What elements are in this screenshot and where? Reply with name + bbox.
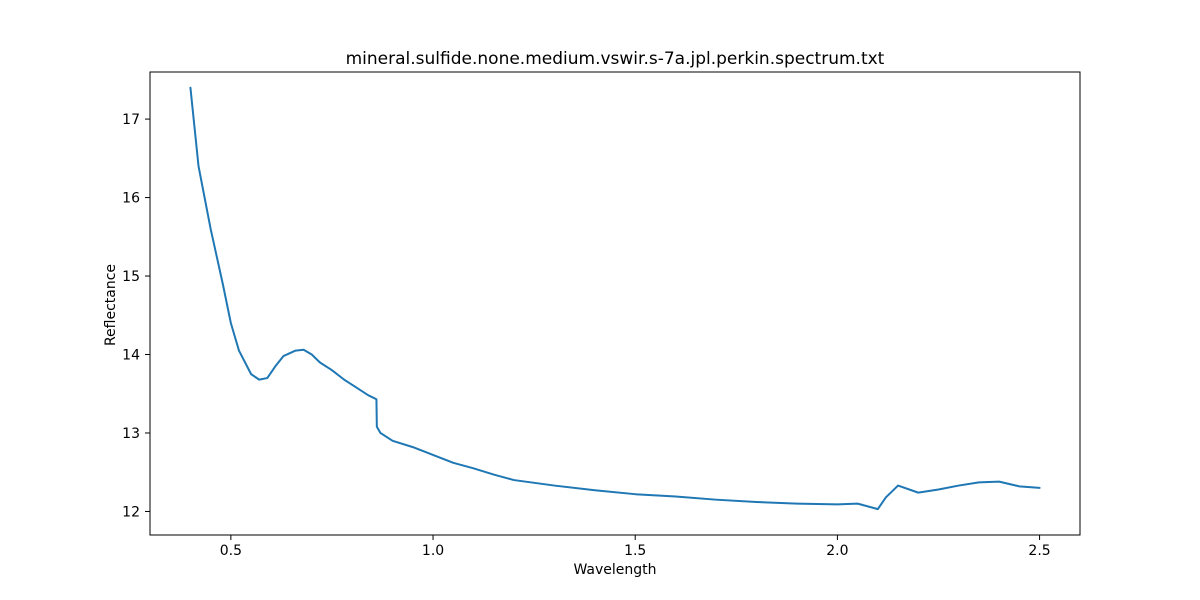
x-axis-label: Wavelength — [573, 562, 656, 578]
x-tick-label: 2.0 — [826, 543, 848, 559]
x-tick-label: 0.5 — [220, 543, 242, 559]
x-tick-label: 2.5 — [1028, 543, 1050, 559]
series-line-1 — [189, 86, 1041, 511]
y-tick-label: 16 — [122, 191, 140, 207]
y-axis-label: Reflectance — [103, 264, 119, 346]
y-tick-label: 15 — [122, 269, 140, 285]
chart-title: mineral.sulfide.none.medium.vswir.s-7a.j… — [346, 49, 885, 69]
axes-frame — [149, 71, 1081, 536]
plot-area: 0.5 1.0 1.5 2.0 2.5 12 13 14 15 16 17 — [122, 71, 1081, 559]
x-tick-label: 1.0 — [422, 543, 444, 559]
y-tick-label: 12 — [122, 504, 140, 520]
y-tick-label: 13 — [122, 426, 140, 442]
y-tick-label: 17 — [122, 112, 140, 128]
y-tick-label: 14 — [122, 348, 140, 364]
x-tick-label: 1.5 — [624, 543, 646, 559]
